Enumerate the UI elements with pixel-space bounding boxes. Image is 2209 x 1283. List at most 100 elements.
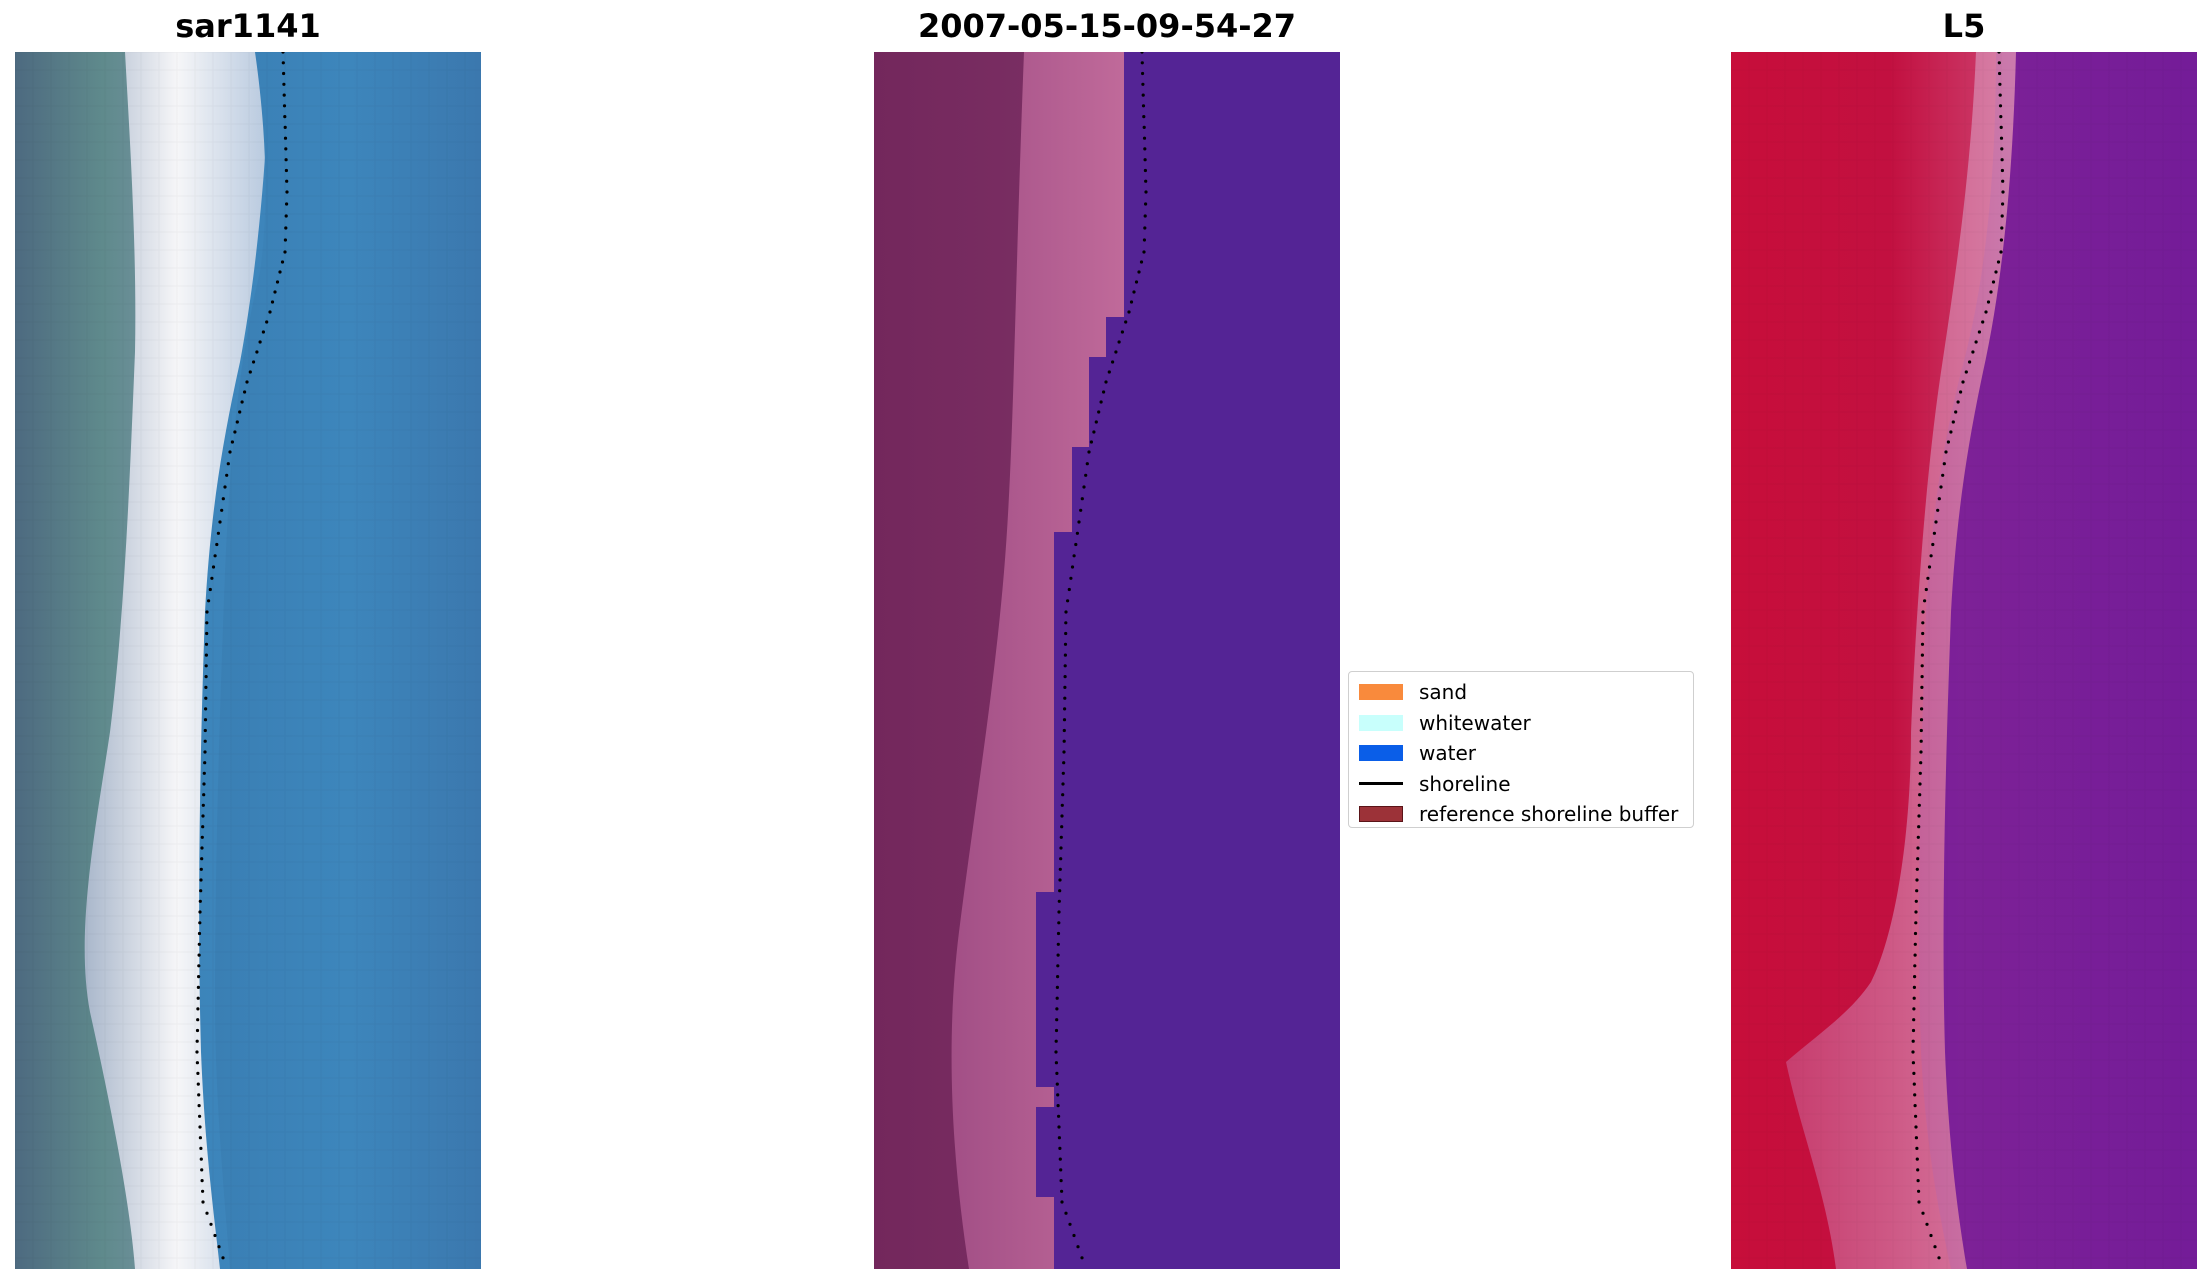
shoreline-dot xyxy=(197,964,201,968)
shoreline-dot xyxy=(1994,270,1998,274)
shoreline-dot xyxy=(1991,280,1996,284)
shoreline-dot xyxy=(221,1256,225,1260)
shoreline-dot xyxy=(1989,290,1993,294)
shoreline-dot xyxy=(1061,782,1065,786)
shoreline-dot xyxy=(1055,1018,1059,1022)
shoreline-dot xyxy=(282,82,286,86)
legend-color-swatch xyxy=(1359,684,1403,701)
shoreline-dot xyxy=(1059,846,1063,850)
shoreline-dot xyxy=(1054,1028,1059,1033)
shoreline-dot xyxy=(1912,1007,1916,1011)
shoreline-dot xyxy=(1072,554,1076,558)
shoreline-dot xyxy=(1056,1093,1060,1097)
shoreline-dot xyxy=(195,1061,199,1065)
shoreline-dot xyxy=(198,1125,202,1129)
shoreline-dot xyxy=(197,1104,201,1108)
shoreline-dot xyxy=(1124,320,1128,324)
shoreline-dot xyxy=(1141,93,1145,97)
legend-item-reference-shoreline-buffer: reference shoreline buffer xyxy=(1359,799,1683,830)
shoreline-dot xyxy=(197,1093,201,1097)
shoreline-dot xyxy=(1954,410,1958,414)
shoreline-dot xyxy=(281,61,285,65)
shoreline-dot xyxy=(233,430,237,434)
shoreline-dot xyxy=(1912,996,1916,1000)
shoreline-dot xyxy=(198,921,202,925)
shoreline-dot xyxy=(238,410,242,414)
shoreline-dot xyxy=(1974,340,1978,344)
panel-title-rgb: sar1141 xyxy=(175,7,321,45)
shoreline-dot xyxy=(200,1168,204,1172)
shoreline-dot xyxy=(195,1039,199,1043)
shoreline-dot xyxy=(1064,610,1068,614)
shoreline-dot xyxy=(230,440,234,444)
shoreline-dot xyxy=(198,1114,202,1118)
shoreline-dot xyxy=(1063,653,1067,657)
shoreline-dot xyxy=(1104,380,1108,384)
shoreline-dot xyxy=(197,931,202,936)
shoreline-dot xyxy=(1092,430,1096,434)
shoreline-dot xyxy=(216,531,220,535)
shoreline-dot xyxy=(1114,350,1118,354)
shoreline-dot xyxy=(1915,1157,1919,1161)
shoreline-dot xyxy=(201,1200,205,1204)
legend: sand whitewater water shoreline reference sh… xyxy=(1348,671,1694,828)
shoreline-dot xyxy=(1933,1245,1937,1249)
shoreline-dot xyxy=(1951,420,1955,424)
shoreline-dot xyxy=(240,400,244,404)
shoreline-dot xyxy=(1064,1211,1068,1215)
shoreline-dot xyxy=(235,420,239,424)
shoreline-dot xyxy=(2000,158,2004,162)
shoreline-dot xyxy=(1062,739,1066,743)
shoreline-dot xyxy=(1913,975,1917,979)
shoreline-dot xyxy=(1063,675,1067,679)
shoreline-dot xyxy=(1129,300,1134,304)
shoreline-dot xyxy=(1144,179,1148,183)
legend-label: sand xyxy=(1419,680,1468,705)
shoreline-dot xyxy=(1140,61,1144,65)
shoreline-dot xyxy=(1079,508,1083,512)
shoreline-dot xyxy=(1055,1071,1059,1075)
shoreline-dot xyxy=(1916,857,1920,861)
shoreline-dot xyxy=(282,104,287,108)
shoreline-dot xyxy=(197,953,201,957)
shoreline-dot xyxy=(205,610,209,614)
shoreline-dot xyxy=(1142,125,1146,129)
shoreline-dot xyxy=(204,653,208,657)
shoreline-dot xyxy=(199,1157,203,1161)
shoreline-dot xyxy=(1087,450,1091,454)
shoreline-dot xyxy=(1060,803,1064,807)
shoreline-dot xyxy=(208,587,212,592)
shoreline-dot xyxy=(1920,642,1925,646)
shoreline-dot xyxy=(1937,1256,1941,1260)
shoreline-dot xyxy=(196,985,200,990)
shoreline-dot xyxy=(1057,1125,1061,1129)
shoreline-dot xyxy=(1082,485,1086,489)
shoreline-dot xyxy=(196,996,200,1000)
shoreline-dot xyxy=(203,761,207,765)
shoreline-dot xyxy=(1102,390,1106,394)
shoreline-dot xyxy=(1060,814,1064,818)
shoreline-dot xyxy=(1999,250,2003,254)
shoreline-dot xyxy=(204,675,208,679)
shoreline-dot xyxy=(223,485,227,489)
shoreline-dot xyxy=(198,1136,202,1140)
shoreline-dot xyxy=(201,814,205,818)
shoreline-dot xyxy=(1934,520,1938,524)
legend-item-shoreline: shoreline xyxy=(1359,769,1683,800)
shoreline-dot xyxy=(1916,846,1920,850)
shoreline-dot xyxy=(1929,554,1933,558)
shoreline-dot xyxy=(1066,599,1070,603)
shoreline-dot xyxy=(1986,300,1991,304)
shoreline-dot xyxy=(1059,857,1063,861)
shoreline-dot xyxy=(205,1211,209,1215)
shoreline-dot xyxy=(1055,1082,1059,1086)
shoreline-dot xyxy=(200,857,204,861)
shoreline-dot xyxy=(1914,1136,1918,1140)
panel-title-false-color: L5 xyxy=(1942,7,1986,45)
shoreline-dot xyxy=(195,1050,199,1054)
shoreline-dot xyxy=(1912,1018,1916,1022)
shoreline-dot xyxy=(1111,360,1115,364)
shoreline-dot xyxy=(282,71,286,76)
shoreline-dot xyxy=(200,1179,204,1183)
shoreline-dot xyxy=(1094,420,1098,424)
